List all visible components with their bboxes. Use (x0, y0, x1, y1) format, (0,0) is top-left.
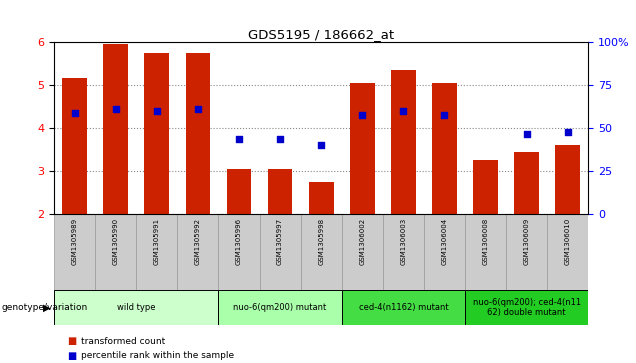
Bar (391, 70, 416, 214)
Bar (177, 214, 218, 290)
Bar (342, 214, 383, 290)
Point (357, 112, 368, 118)
Point (69, 110, 80, 116)
Bar (350, 83, 375, 214)
Point (234, 136, 244, 142)
Bar (424, 214, 465, 290)
Text: GSM1306004: GSM1306004 (441, 218, 448, 265)
Point (439, 112, 450, 118)
Bar (95, 214, 136, 290)
Point (193, 106, 203, 111)
Bar (465, 290, 588, 325)
Text: wild type: wild type (117, 303, 155, 312)
Text: GSM1306002: GSM1306002 (359, 218, 365, 265)
Bar (104, 44, 128, 214)
Bar (268, 169, 293, 214)
Bar (54, 290, 218, 325)
Bar (54, 214, 95, 290)
Bar (465, 214, 506, 290)
Text: GSM1305998: GSM1305998 (318, 218, 324, 265)
Text: GSM1305989: GSM1305989 (72, 218, 78, 265)
Text: ▶: ▶ (43, 303, 50, 313)
Bar (144, 53, 169, 214)
Bar (555, 145, 580, 214)
Point (522, 131, 532, 137)
Bar (309, 182, 333, 214)
Bar (432, 83, 457, 214)
Title: GDS5195 / 186662_at: GDS5195 / 186662_at (248, 28, 394, 41)
Bar (136, 214, 177, 290)
Bar (186, 53, 211, 214)
Text: genotype/variation: genotype/variation (1, 303, 88, 312)
Text: transformed count: transformed count (81, 337, 165, 346)
Text: GSM1305990: GSM1305990 (113, 218, 119, 265)
Text: ced-4(n1162) mutant: ced-4(n1162) mutant (359, 303, 448, 312)
Point (398, 108, 408, 114)
Text: nuo-6(qm200) mutant: nuo-6(qm200) mutant (233, 303, 327, 312)
Text: GSM1305992: GSM1305992 (195, 218, 201, 265)
Text: ■: ■ (67, 336, 76, 346)
Point (316, 142, 326, 148)
Text: GSM1305996: GSM1305996 (236, 218, 242, 265)
Bar (342, 290, 465, 325)
Text: GSM1306008: GSM1306008 (483, 218, 488, 265)
Text: ■: ■ (67, 351, 76, 361)
Point (152, 108, 162, 114)
Text: GSM1306010: GSM1306010 (565, 218, 570, 265)
Text: GSM1306003: GSM1306003 (401, 218, 406, 265)
Bar (62, 78, 87, 214)
Bar (383, 214, 424, 290)
Bar (515, 152, 539, 214)
Bar (218, 290, 342, 325)
Bar (218, 214, 259, 290)
Point (111, 106, 121, 111)
Text: GSM1305991: GSM1305991 (154, 218, 160, 265)
Bar (547, 214, 588, 290)
Text: nuo-6(qm200); ced-4(n11
62) double mutant: nuo-6(qm200); ced-4(n11 62) double mutan… (473, 298, 581, 317)
Bar (259, 214, 301, 290)
Text: percentile rank within the sample: percentile rank within the sample (81, 351, 234, 360)
Bar (473, 160, 498, 214)
Bar (506, 214, 547, 290)
Bar (301, 214, 342, 290)
Text: GSM1305997: GSM1305997 (277, 218, 283, 265)
Bar (226, 169, 251, 214)
Text: GSM1306009: GSM1306009 (523, 218, 530, 265)
Point (275, 136, 285, 142)
Point (563, 129, 573, 135)
